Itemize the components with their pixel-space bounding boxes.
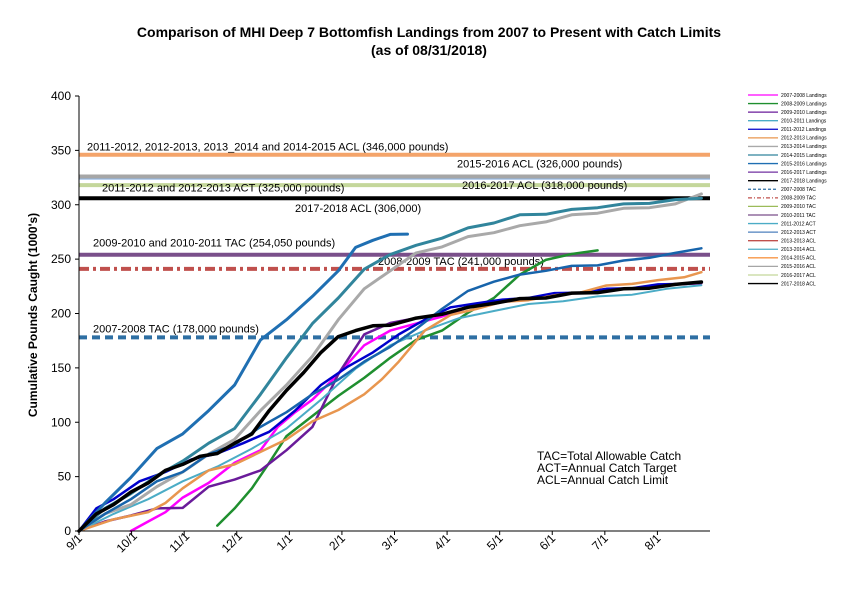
landing-series (77, 192, 704, 533)
y-tick-label: 0 (64, 524, 71, 538)
legend-label: 2013-2014 Landings (781, 144, 827, 150)
x-tick-label: 8/1 (642, 531, 664, 553)
legend-label: 2011-2012 Landings (781, 127, 827, 133)
series-line (129, 281, 703, 533)
legend-label: 2016-2017 ACL (781, 273, 816, 279)
x-tick-label: 5/1 (484, 531, 506, 553)
y-tick-label: 100 (51, 415, 71, 429)
x-tick-label: 10/1 (114, 529, 141, 556)
chart-title: Comparison of MHI Deep 7 Bottomfish Land… (136, 24, 722, 40)
legend-label: 2014-2015 ACL (781, 256, 816, 262)
series-line (77, 247, 703, 533)
limit-label: 2011-2012, 2012-2013, 2013_2014 and 2014… (87, 142, 448, 154)
limit-label: 2008-2009 TAC (241,000 pounds) (378, 256, 544, 268)
x-tick-label: 2/1 (326, 531, 348, 553)
series-line (77, 281, 703, 533)
x-tick-label: 4/1 (431, 531, 453, 553)
legend-label: 2014-2015 Landings (781, 153, 827, 159)
y-tick-label: 350 (51, 143, 71, 157)
legend-label: 2010-2011 Landings (781, 119, 827, 125)
abbreviation-note: ACT=Annual Catch Target (537, 461, 677, 475)
legend-label: 2010-2011 TAC (781, 213, 816, 219)
legend-label: 2016-2017 Landings (781, 170, 827, 176)
limit-label: 2016-2017 ACL (318,000 pounds) (462, 180, 627, 192)
limit-label: 2017-2018 ACL (306,000) (295, 203, 421, 215)
y-tick-label: 250 (51, 252, 71, 266)
legend-label: 2008-2009 Landings (781, 101, 827, 107)
chart-subtitle: (as of 08/31/2018) (371, 42, 487, 58)
legend-label: 2013-2014 ACL (781, 247, 816, 253)
series-line (77, 232, 409, 533)
legend-label: 2015-2016 Landings (781, 161, 827, 167)
series-line (77, 270, 703, 533)
x-tick-label: 3/1 (379, 531, 401, 553)
legend-label: 2009-2010 TAC (781, 204, 816, 210)
x-tick-label: 7/1 (589, 531, 611, 553)
legend-label: 2009-2010 Landings (781, 110, 827, 116)
series-line (77, 280, 703, 533)
limit-label: 2007-2008 TAC (178,000 pounds) (93, 323, 259, 335)
limit-lines: 2007-2008 TAC (178,000 pounds) 2008-2009 … (79, 142, 710, 340)
y-tick-label: 150 (51, 361, 71, 375)
abbreviation-note: ACL=Annual Catch Limit (537, 473, 669, 487)
y-tick-label: 50 (58, 470, 72, 484)
series-line (77, 196, 703, 533)
legend-label: 2013-2013 ACL (781, 238, 816, 244)
legend-label: 2011-2012 ACT (781, 221, 816, 227)
x-tick-label: 6/1 (537, 531, 559, 553)
y-axis-label: Cumulative Pounds Caught (1000's) (26, 213, 40, 417)
x-tick-label: 11/1 (166, 529, 192, 555)
legend-label: 2015-2016 ACL (781, 264, 816, 270)
series-line (77, 280, 704, 533)
legend-label: 2017-2018 Landings (781, 179, 827, 185)
y-tick-label: 300 (51, 198, 71, 212)
limit-label: 2011-2012 and 2012-2013 ACT (325,000 pou… (102, 183, 344, 195)
legend-label: 2007-2008 TAC (781, 187, 816, 193)
legend-label: 2008-2009 TAC (781, 196, 816, 202)
x-tick-label: 12/1 (219, 529, 246, 556)
y-tick-label: 400 (51, 89, 71, 103)
legend: 2007-2008 Landings 2008-2009 Landings 2009… (748, 93, 827, 287)
legend-label: 2007-2008 Landings (781, 93, 827, 99)
series-line (216, 249, 599, 527)
legend-label: 2012-2013 Landings (781, 136, 827, 142)
y-tick-label: 200 (51, 307, 71, 321)
legend-label: 2017-2018 ACL (781, 281, 816, 287)
limit-label: 2009-2010 and 2010-2011 TAC (254,050 pou… (93, 238, 335, 250)
limit-label: 2015-2016 ACL (326,000 pounds) (457, 158, 622, 170)
legend-label: 2012-2013 ACT (781, 230, 816, 236)
series-line (78, 284, 703, 532)
x-tick-label: 1/1 (274, 531, 296, 553)
abbreviation-note: TAC=Total Allowable Catch (537, 449, 681, 463)
